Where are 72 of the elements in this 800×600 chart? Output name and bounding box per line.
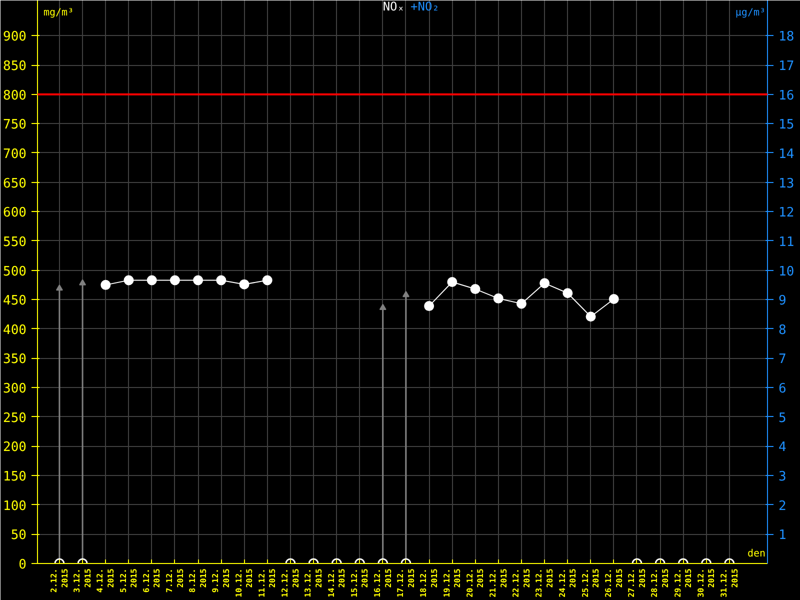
x-tick-label: 5.12. 2015 [118,568,139,593]
y2-tick-label: 16 [778,88,794,104]
x-tick-label: 2.12. 2015 [50,568,70,593]
x-tick-label: 8.12. 2015 [188,568,208,593]
y-axis-title: mg/m³ [44,8,74,18]
x-tick-label: 13.12. 2015 [304,568,324,598]
x-tick-label: 7.12. 2015 [165,568,185,593]
y-tick-label: 250 [3,410,27,426]
y-tick-label: 650 [3,176,27,192]
y-tick-label: 150 [3,470,27,485]
x-tick-label: 19.12. 2015 [442,568,462,598]
y-tick-label: 400 [3,322,27,338]
y2-tick-label: 17 [778,59,794,74]
x-tick-label: 16.12. 2015 [372,568,393,598]
y-tick-label: 50 [10,528,27,544]
y-tick-label: 100 [3,498,27,514]
x-tick-label: 26.12. 2015 [604,568,624,598]
y-tick-label: 800 [3,88,27,104]
y2-tick-label: 13 [778,176,794,192]
x-tick-label: 27.12. 2015 [627,568,647,598]
y-tick-label: 750 [3,118,27,133]
x-tick-label: 30.12. 2015 [696,568,716,598]
x-tick-label: 4.12. 2015 [96,568,116,593]
y2-tick-label: 6 [778,382,786,397]
y2-tick-label: 1 [778,528,786,544]
x-tick-label: 15.12. 2015 [350,568,370,598]
x-tick-label: 31.12. 2015 [719,568,740,598]
y2-tick-label: 18 [778,30,794,45]
y2-tick-label: 9 [778,294,786,309]
x-tick-label: 23.12. 2015 [534,568,554,598]
y2-tick-label: 2 [778,498,786,514]
y2-tick-label: 5 [778,410,786,426]
y-tick-label: 700 [3,146,27,162]
y-tick-label: 300 [3,382,27,397]
y-tick-label: 500 [3,264,27,280]
y2-tick-label: 12 [778,206,794,221]
y2-tick-label: 3 [778,470,786,485]
y-tick-label: 850 [3,59,27,74]
chart-subtitle: +NO₂ [410,0,440,14]
x-tick-label: 14.12. 2015 [326,568,347,598]
y-tick-label: 450 [3,294,27,309]
x-tick-label: 22.12. 2015 [512,568,532,598]
x-tick-label: 6.12. 2015 [142,568,162,593]
x-tick-label: 10.12. 2015 [234,568,254,598]
y-tick-label: 600 [3,206,27,221]
x-tick-label: 24.12. 2015 [558,568,578,598]
y2-tick-label: 4 [778,440,786,456]
x-tick-label: 11.12. 2015 [257,568,278,598]
x-tick-label: 25.12. 2015 [580,568,601,598]
y-tick-label: 350 [3,352,27,368]
y-tick-label: 200 [3,440,27,456]
x-tick-label: 12.12. 2015 [280,568,300,598]
y-tick-label: 900 [3,30,27,45]
x-tick-label: 3.12. 2015 [72,568,92,593]
x-tick-label: 17.12. 2015 [396,568,416,598]
y2-tick-label: 10 [778,264,794,280]
x-tick-label: 20.12. 2015 [465,568,486,598]
y2-tick-label: 14 [778,146,794,162]
x-tick-label: 18.12. 2015 [419,568,439,598]
chart-title: NOₓ [382,0,405,14]
y2-tick-label: 11 [778,234,794,250]
y2-tick-label: 15 [778,118,794,133]
y-tick-label: 550 [3,234,27,250]
y2-tick-label: 8 [778,322,786,338]
x-axis-title: den [747,548,766,560]
y-tick-label: 0 [18,558,26,572]
y2-tick-label: 7 [778,352,786,368]
x-tick-label: 9.12. 2015 [211,568,232,593]
x-tick-label: 28.12. 2015 [650,568,670,598]
x-tick-label: 29.12. 2015 [673,568,694,598]
x-tick-label: 21.12. 2015 [488,568,508,598]
y2-axis-title: µg/m³ [735,8,766,18]
